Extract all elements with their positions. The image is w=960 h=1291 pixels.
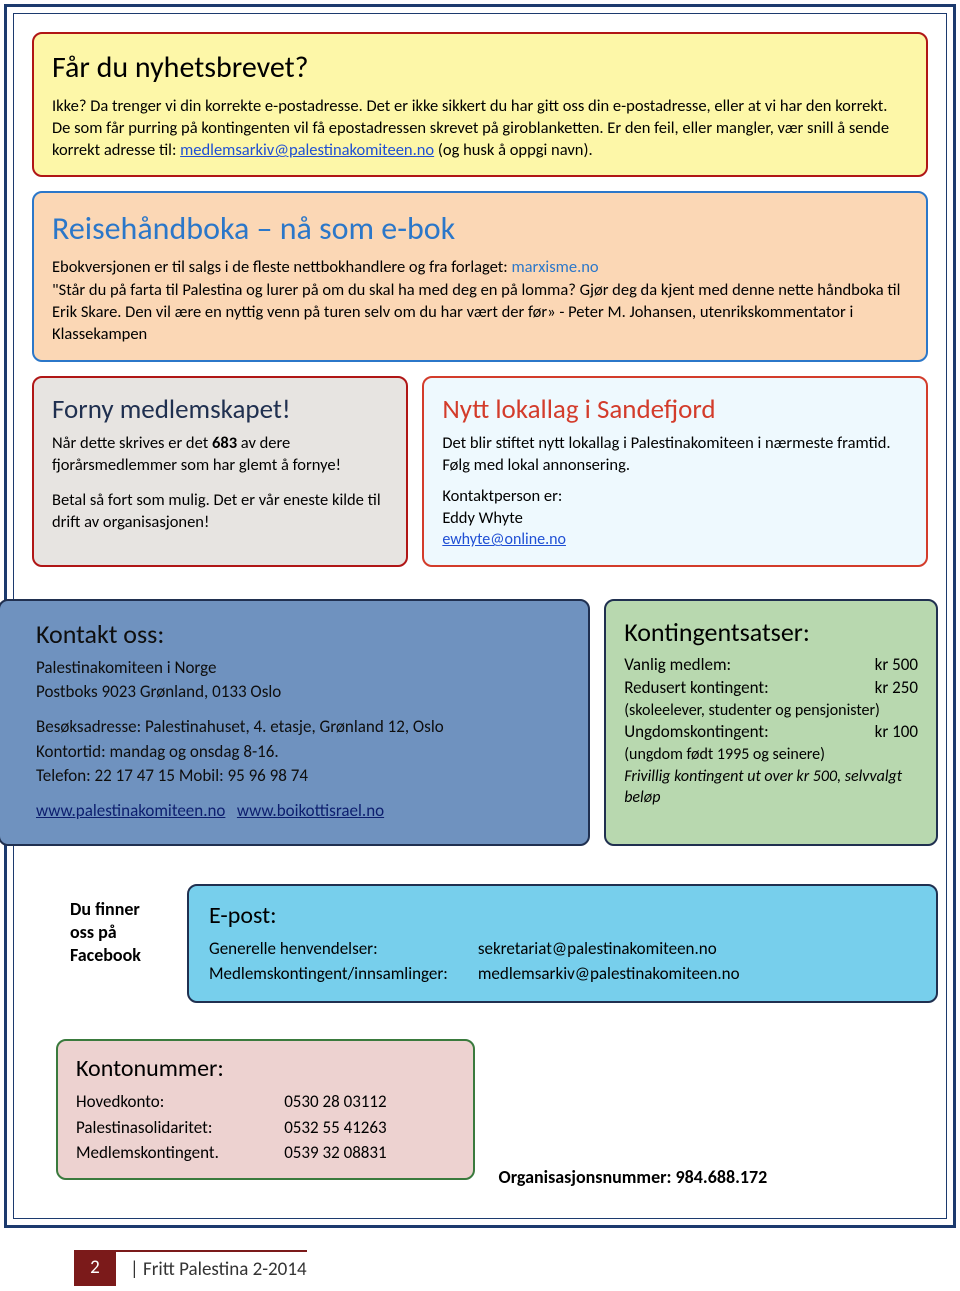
ebook-publisher-link[interactable]: marxisme.no	[511, 257, 598, 277]
contact-phone: Telefon: 22 17 47 15 Mobil: 95 96 98 74	[36, 764, 568, 789]
contact-address: Besøksadresse: Palestinahuset, 4. etasje…	[36, 715, 568, 740]
newsletter-title: Får du nyhetsbrevet?	[52, 48, 908, 89]
newsletter-email-link[interactable]: medlemsarkiv@palestinakomiteen.no	[180, 140, 434, 160]
sandefjord-p1: Det blir stiftet nytt lokallag i Palesti…	[442, 432, 908, 477]
rate-voluntary: Frivillig kontingent ut over kr 500, sel…	[624, 766, 918, 809]
email-labels: Generelle henvendelser: Medlemskontingen…	[209, 936, 448, 987]
newsletter-box: Får du nyhetsbrevet? Ikke? Da trenger vi…	[32, 32, 928, 177]
contact-link-1[interactable]: www.palestinakomiteen.no	[36, 800, 225, 821]
ebook-box: Reisehåndboka – nå som e-bok Ebokversjon…	[32, 191, 928, 361]
sandefjord-contact: Eddy Whyte	[442, 507, 908, 529]
contact-title: Kontakt oss:	[36, 617, 568, 652]
sandefjord-title: Nytt lokallag i Sandefjord	[442, 392, 908, 428]
rates-box: Kontingentsatser: Vanlig medlem: kr 500 …	[604, 599, 938, 846]
publication-title: | Fritt Palestina 2-2014	[116, 1250, 307, 1286]
ebook-title: Reisehåndboka – nå som e-bok	[52, 207, 908, 250]
inner-frame: Får du nyhetsbrevet? Ikke? Da trenger vi…	[13, 13, 947, 1219]
page-number: 2	[74, 1250, 116, 1286]
renew-title: Forny medlemskapet!	[52, 392, 388, 428]
account-box: Kontonummer: Hovedkonto: 0530 28 03112 P…	[56, 1039, 475, 1180]
renew-p2: Betal så fort som mulig. Det er vår enes…	[52, 489, 388, 534]
sandefjord-email-link[interactable]: ewhyte@online.no	[442, 530, 566, 549]
email-medlemsarkiv[interactable]: medlemsarkiv@palestinakomiteen.no	[478, 961, 740, 987]
rate-row: Ungdomskontingent: kr 100	[624, 721, 918, 744]
ebook-body: Ebokversjonen er til salgs i de fleste n…	[52, 256, 908, 345]
renew-p1: Når dette skrives er det 683 av dere fjo…	[52, 432, 388, 477]
outer-frame: Får du nyhetsbrevet? Ikke? Da trenger vi…	[4, 4, 956, 1228]
contact-hours: Kontortid: mandag og onsdag 8-16.	[36, 740, 568, 765]
email-addresses: sekretariat@palestinakomiteen.no medlems…	[478, 936, 740, 987]
email-box: E-post: Generelle henvendelser: Medlemsk…	[187, 884, 938, 1003]
account-title: Kontonummer:	[76, 1053, 455, 1085]
facebook-note: Du finner oss på Facebook	[32, 884, 167, 968]
rate-note: (ungdom født 1995 og seinere)	[624, 744, 918, 766]
account-row: Hovedkonto: 0530 28 03112	[76, 1089, 455, 1115]
contact-org: Palestinakomiteen i Norge	[36, 656, 568, 681]
contact-box: Kontakt oss: Palestinakomiteen i Norge P…	[0, 599, 590, 846]
sandefjord-box: Nytt lokallag i Sandefjord Det blir stif…	[422, 376, 928, 567]
email-secretariat[interactable]: sekretariat@palestinakomiteen.no	[478, 936, 740, 962]
account-row: Medlemskontingent. 0539 32 08831	[76, 1140, 455, 1166]
contact-link-2[interactable]: www.boikottisrael.no	[237, 800, 384, 821]
renew-box: Forny medlemskapet! Når dette skrives er…	[32, 376, 408, 567]
rates-title: Kontingentsatser:	[624, 615, 918, 650]
rate-note: (skoleelever, studenter og pensjonister)	[624, 700, 918, 722]
rate-row: Vanlig medlem: kr 500	[624, 654, 918, 677]
rate-row: Redusert kontingent: kr 250	[624, 677, 918, 700]
newsletter-body: Ikke? Da trenger vi din korrekte e-posta…	[52, 95, 908, 162]
account-row: Palestinasolidaritet: 0532 55 41263	[76, 1115, 455, 1141]
contact-postbox: Postboks 9023 Grønland, 0133 Oslo	[36, 680, 568, 705]
org-number: Organisasjonsnummer: 984.688.172	[499, 1166, 928, 1194]
page-footer: 2 | Fritt Palestina 2-2014	[74, 1250, 960, 1286]
email-title: E-post:	[209, 900, 916, 932]
sandefjord-p2: Kontaktperson er:	[442, 485, 908, 507]
